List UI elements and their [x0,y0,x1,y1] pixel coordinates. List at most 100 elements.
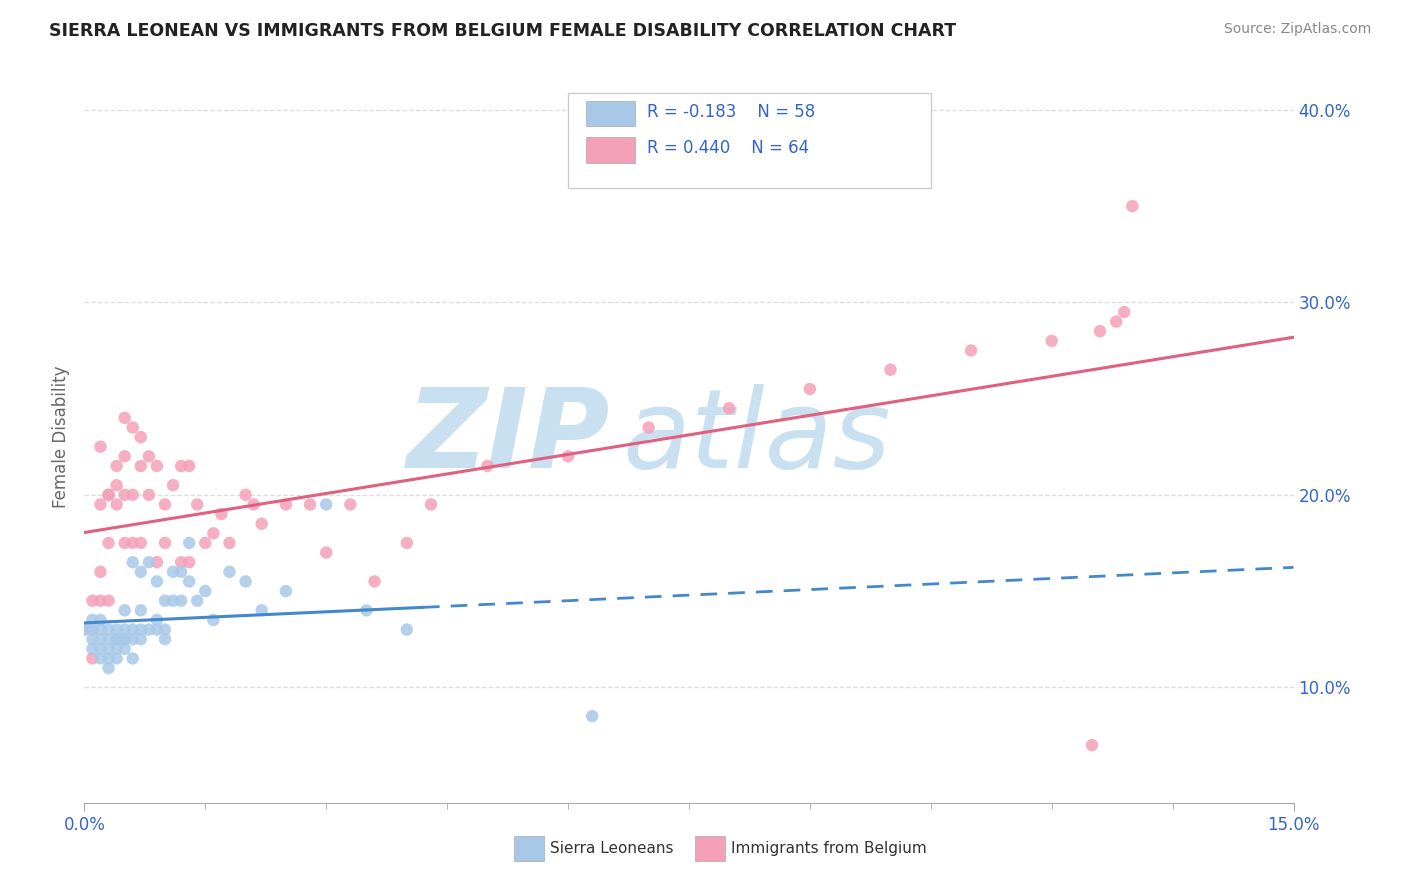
Point [114,632,136,647]
Text: Source: ZipAtlas.com: Source: ZipAtlas.com [1223,22,1371,37]
Point [105,632,128,647]
Point [718,401,741,416]
Point [1114,305,1136,319]
Point [315,545,337,559]
Point [1105,315,1128,329]
Point [138,555,160,569]
Point [121,420,143,434]
Point [153,498,176,512]
FancyBboxPatch shape [586,137,634,163]
Point [105,458,128,473]
Point [138,488,160,502]
Point [121,623,143,637]
Point [879,362,901,376]
Point [420,498,443,512]
Point [121,488,143,502]
Point [138,623,160,637]
Point [97,593,120,607]
Point [242,498,264,512]
Point [162,593,184,607]
Point [218,565,240,579]
FancyBboxPatch shape [513,836,544,862]
Point [89,613,111,627]
Point [1121,199,1143,213]
Point [73,623,96,637]
Point [97,632,120,647]
Point [89,623,111,637]
Point [82,593,104,607]
Point [153,536,176,550]
Point [114,603,136,617]
Point [82,632,104,647]
Text: atlas: atlas [623,384,891,491]
Point [299,498,322,512]
Point [97,651,120,665]
Point [356,603,378,617]
Point [202,613,225,627]
Point [89,593,111,607]
Point [82,623,104,637]
Point [179,536,201,550]
Point [179,555,201,569]
Point [581,709,603,723]
Point [89,632,111,647]
Point [82,613,104,627]
Point [557,450,579,464]
Point [97,488,120,502]
Point [153,632,176,647]
Point [105,623,128,637]
Point [186,593,208,607]
Point [89,440,111,454]
Point [170,555,193,569]
Point [179,458,201,473]
Point [114,632,136,647]
Point [121,651,143,665]
Point [138,450,160,464]
Point [162,565,184,579]
Point [146,458,169,473]
Point [146,555,169,569]
Point [97,641,120,656]
Point [146,623,169,637]
Text: SIERRA LEONEAN VS IMMIGRANTS FROM BELGIUM FEMALE DISABILITY CORRELATION CHART: SIERRA LEONEAN VS IMMIGRANTS FROM BELGIU… [49,22,956,40]
Point [637,420,659,434]
Point [250,603,273,617]
Y-axis label: Female Disability: Female Disability [52,366,70,508]
Point [153,593,176,607]
Point [97,488,120,502]
Text: R = -0.183    N = 58: R = -0.183 N = 58 [647,103,815,120]
Point [121,555,143,569]
Point [799,382,821,396]
Point [395,536,418,550]
Point [153,623,176,637]
Point [129,565,152,579]
Point [105,641,128,656]
Point [97,623,120,637]
Point [274,584,297,599]
Point [97,536,120,550]
Point [121,536,143,550]
Point [97,661,120,675]
Point [82,623,104,637]
FancyBboxPatch shape [695,836,725,862]
FancyBboxPatch shape [568,94,931,188]
Point [89,641,111,656]
Point [129,458,152,473]
Point [114,488,136,502]
Point [194,536,217,550]
Point [114,536,136,550]
Point [105,651,128,665]
Point [194,584,217,599]
Point [129,603,152,617]
Point [82,651,104,665]
Point [114,641,136,656]
Point [218,536,240,550]
Point [129,536,152,550]
Point [129,623,152,637]
Point [315,498,337,512]
Point [202,526,225,541]
Point [82,641,104,656]
Point [235,574,257,589]
Point [89,565,111,579]
Point [186,498,208,512]
